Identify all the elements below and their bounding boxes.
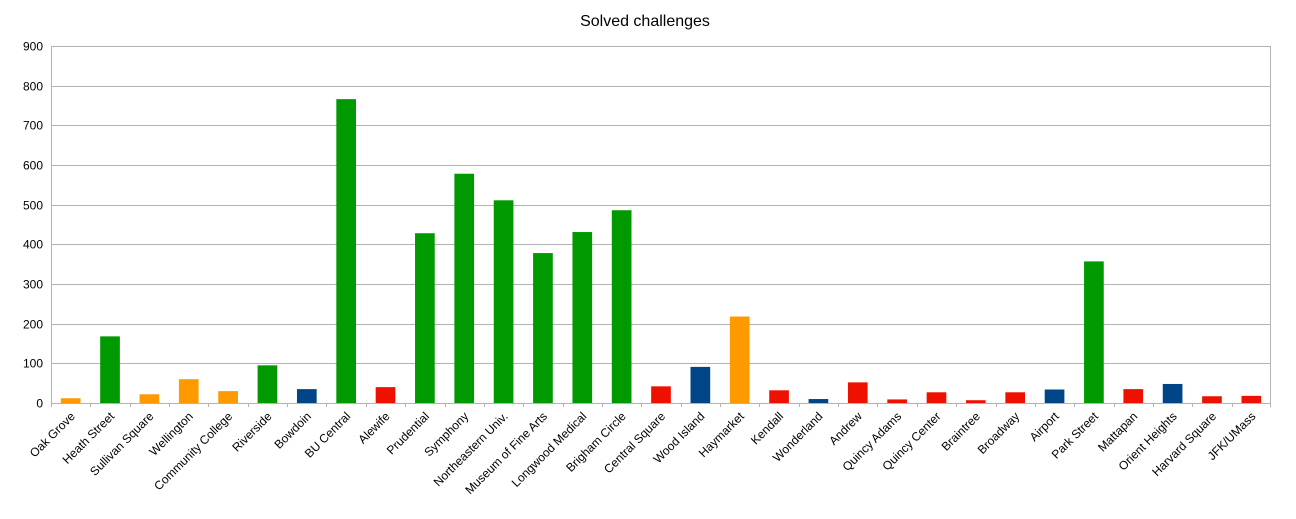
x-tick-label: Broadway xyxy=(975,409,1023,457)
grid-layer xyxy=(51,46,1271,404)
bar xyxy=(729,316,750,403)
x-tick-label: Airport xyxy=(1027,409,1062,444)
y-tick-label: 600 xyxy=(23,159,43,173)
bar xyxy=(611,210,632,403)
bar xyxy=(887,399,907,403)
y-tick-label: 200 xyxy=(23,318,43,332)
y-tick-label: 100 xyxy=(23,357,43,371)
bar xyxy=(257,365,278,403)
bar xyxy=(375,387,396,403)
x-tick-label: Northeastern Univ. xyxy=(431,409,511,489)
y-tick-labels: 0 100 200 300 400 500 600 700 800 900 xyxy=(23,40,43,411)
bar xyxy=(296,389,317,403)
bar xyxy=(1241,395,1262,403)
bar xyxy=(454,173,475,403)
axis-layer xyxy=(51,46,1271,407)
x-tick-label: Alewife xyxy=(355,409,392,446)
bar xyxy=(926,392,947,403)
bar xyxy=(100,336,120,403)
bar xyxy=(493,200,514,403)
bar xyxy=(1084,261,1104,403)
bar xyxy=(1162,383,1183,403)
bar xyxy=(1005,392,1026,403)
bar-layer xyxy=(60,99,1262,404)
bar xyxy=(336,99,356,404)
bar xyxy=(533,253,553,403)
x-tick-label: Kendall xyxy=(748,409,786,447)
bar xyxy=(690,366,711,403)
y-tick-label: 800 xyxy=(23,80,43,94)
bar xyxy=(1123,389,1144,403)
bar xyxy=(1044,389,1065,403)
bar xyxy=(808,399,829,403)
chart-title: Solved challenges xyxy=(580,13,710,30)
bar xyxy=(651,386,671,403)
bar xyxy=(769,390,789,403)
bar xyxy=(178,379,199,403)
bar xyxy=(847,382,868,403)
bar xyxy=(966,400,986,403)
bar xyxy=(415,233,435,403)
x-tick-label: Andrew xyxy=(826,409,865,448)
bar xyxy=(572,232,593,403)
x-tick-label: Riverside xyxy=(229,409,274,454)
y-tick-label: 0 xyxy=(36,397,43,411)
bar xyxy=(60,398,81,403)
bar xyxy=(1202,396,1222,403)
y-tick-label: 900 xyxy=(23,40,43,54)
y-tick-label: 300 xyxy=(23,278,43,292)
y-tick-label: 400 xyxy=(23,238,43,252)
y-tick-label: 700 xyxy=(23,119,43,133)
y-tick-label: 500 xyxy=(23,199,43,213)
bar xyxy=(218,391,238,403)
bar xyxy=(139,394,160,403)
